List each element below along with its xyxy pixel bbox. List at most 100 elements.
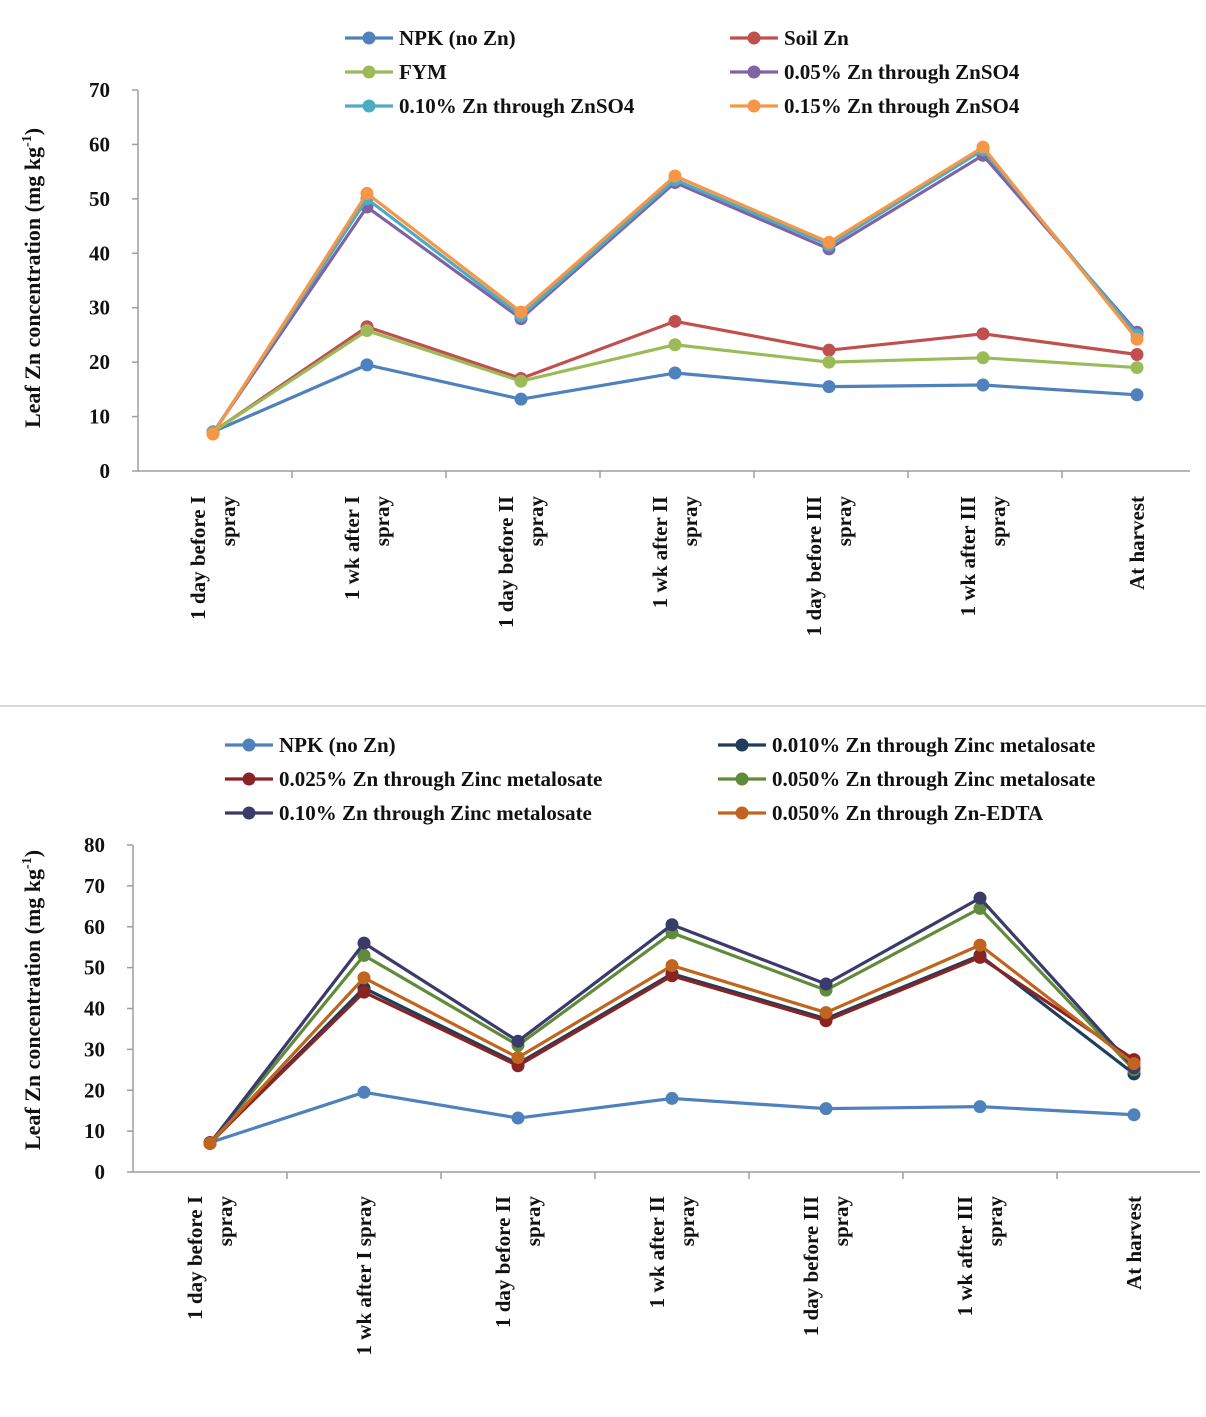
x-tick-label: spray xyxy=(678,496,702,547)
data-point-s5-6 xyxy=(1127,1057,1141,1071)
x-tick-label: spray xyxy=(370,496,394,547)
x-tick-label: 1 wk after III xyxy=(953,1196,977,1316)
data-point-s5-1 xyxy=(360,186,374,200)
legend-swatch-marker xyxy=(362,65,376,79)
legend-swatch-marker xyxy=(735,738,749,752)
legend-swatch-marker xyxy=(747,65,761,79)
data-point-s2-6 xyxy=(1130,361,1144,375)
y-tick-label: 30 xyxy=(84,1037,105,1061)
x-tick-label: 1 wk after I xyxy=(340,496,364,600)
x-tick-label: At harvest xyxy=(1125,496,1149,590)
x-tick-label: spray xyxy=(832,496,856,547)
x-tick-label: 1 wk after II xyxy=(645,1196,669,1308)
data-point-s5-3 xyxy=(668,169,682,183)
x-tick-label: 1 wk after III xyxy=(956,496,980,616)
data-point-s2-3 xyxy=(668,338,682,352)
chart-bottom: 0 10 20 30 40 50 60 70 80 Leaf Zn concentration (… xyxy=(20,733,1200,1355)
data-point-s3-1 xyxy=(357,948,371,962)
legend-swatch-marker xyxy=(747,99,761,113)
data-point-s2-2 xyxy=(514,374,528,388)
series-line-2 xyxy=(208,955,1135,1144)
data-point-s5-6 xyxy=(1130,332,1144,346)
data-point-s2-5 xyxy=(973,950,987,964)
data-point-s4-5 xyxy=(973,891,987,905)
data-point-s0-6 xyxy=(1127,1108,1141,1122)
x-tick-label: spray xyxy=(986,496,1010,547)
data-point-s5-1 xyxy=(357,971,371,985)
data-point-s4-2 xyxy=(511,1034,525,1048)
legend-label: FYM xyxy=(399,60,447,84)
legend-label: 0.10% Zn through Zinc metalosate xyxy=(279,801,592,825)
y-tick-label: 50 xyxy=(84,956,105,980)
y-tick-label: 0 xyxy=(100,459,111,483)
data-point-s1-4 xyxy=(822,343,836,357)
legend-label: 0.05% Zn through ZnSO4 xyxy=(784,60,1020,84)
x-tick-label: 1 day before III xyxy=(799,1196,823,1336)
data-point-s0-6 xyxy=(1130,388,1144,402)
y-tick-label: 20 xyxy=(89,350,110,374)
y-tick-label: 50 xyxy=(89,187,110,211)
data-point-s0-3 xyxy=(668,366,682,380)
y-axis-title: Leaf Zn concentration (mg kg-1) xyxy=(20,850,45,1150)
data-point-s2-4 xyxy=(822,355,836,369)
x-tick-label: spray xyxy=(524,496,548,547)
y-tick-label: 40 xyxy=(84,997,105,1021)
data-point-s5-3 xyxy=(665,959,679,973)
data-point-s2-3 xyxy=(665,969,679,983)
data-point-s5-0 xyxy=(203,1136,217,1150)
x-tick-label: spray xyxy=(216,496,240,547)
x-tick-label: At harvest xyxy=(1122,1196,1146,1290)
x-tick-label: 1 day before III xyxy=(802,496,826,636)
series-line-1 xyxy=(208,953,1135,1145)
legend-label: 0.15% Zn through ZnSO4 xyxy=(784,94,1020,118)
x-tick-label: spray xyxy=(521,1196,545,1247)
y-tick-label: 60 xyxy=(89,132,110,156)
legend-swatch-marker xyxy=(735,806,749,820)
series-line-5 xyxy=(211,145,1139,435)
data-point-s4-3 xyxy=(665,918,679,932)
series-line-3 xyxy=(211,153,1139,434)
data-point-s0-4 xyxy=(819,1102,833,1116)
legend-label: 0.010% Zn through Zinc metalosate xyxy=(772,733,1095,757)
data-point-s5-2 xyxy=(511,1051,525,1065)
data-point-s0-5 xyxy=(973,1100,987,1114)
legend-label: Soil Zn xyxy=(784,26,849,50)
y-tick-label: 40 xyxy=(89,241,110,265)
y-axis-title-superscript: -1 xyxy=(20,135,35,147)
legend-label: 0.025% Zn through Zinc metalosate xyxy=(279,767,602,791)
y-axis-title-close: ) xyxy=(20,850,45,857)
y-tick-label: 70 xyxy=(84,874,105,898)
y-tick-label: 10 xyxy=(84,1119,105,1143)
y-tick-label: 70 xyxy=(89,78,110,102)
data-point-s0-1 xyxy=(357,1085,371,1099)
chart-top: 0 10 20 30 40 50 60 70 Leaf Zn concentration (mg… xyxy=(20,26,1190,636)
legend-label: NPK (no Zn) xyxy=(279,733,396,757)
x-tick-label: spray xyxy=(213,1196,237,1247)
y-axis-title-close: ) xyxy=(20,128,45,135)
legend-label: NPK (no Zn) xyxy=(399,26,516,50)
legend-swatch-marker xyxy=(747,31,761,45)
data-point-s0-3 xyxy=(665,1091,679,1105)
series-line-4 xyxy=(211,148,1139,434)
data-point-s0-5 xyxy=(976,378,990,392)
x-tick-label: spray xyxy=(983,1196,1007,1247)
data-point-s1-6 xyxy=(1130,348,1144,362)
data-point-s4-4 xyxy=(819,977,833,991)
data-point-s0-4 xyxy=(822,380,836,394)
y-tick-label: 0 xyxy=(95,1160,106,1184)
data-point-s2-5 xyxy=(976,351,990,365)
data-point-s5-4 xyxy=(819,1006,833,1020)
data-point-s4-1 xyxy=(357,936,371,950)
data-point-s0-2 xyxy=(511,1111,525,1125)
data-point-s5-0 xyxy=(206,427,220,441)
y-tick-label: 60 xyxy=(84,915,105,939)
legend-swatch-marker xyxy=(242,806,256,820)
x-tick-label: 1 day before II xyxy=(491,1196,515,1328)
x-tick-label: spray xyxy=(675,1196,699,1247)
data-point-s0-1 xyxy=(360,358,374,372)
legend-swatch-marker xyxy=(735,772,749,786)
data-point-s3-5 xyxy=(973,901,987,915)
data-point-s1-3 xyxy=(668,314,682,328)
y-axis-title-superscript: -1 xyxy=(20,857,35,869)
